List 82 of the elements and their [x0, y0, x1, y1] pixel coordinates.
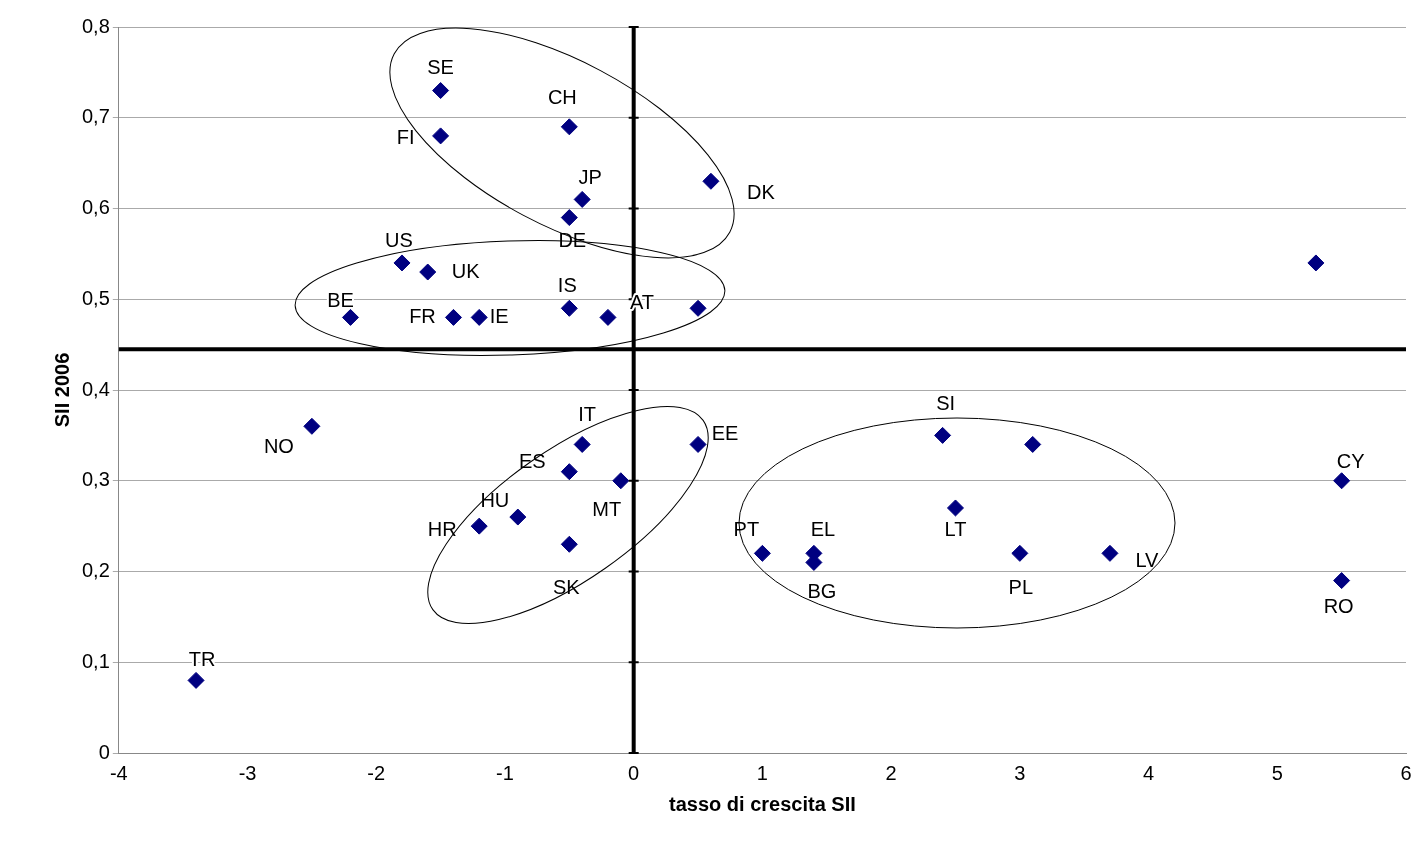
- annotation: NO: [263, 434, 294, 457]
- annotation: SK: [552, 575, 581, 598]
- x-tick-label: 3: [1014, 761, 1026, 784]
- point: [573, 190, 591, 208]
- y-tick-label: 0,2: [81, 559, 110, 582]
- point: [1101, 544, 1119, 562]
- annotation: UK: [451, 259, 481, 282]
- point: [432, 82, 450, 100]
- annotation: IT: [578, 402, 597, 425]
- annotation: LV: [1135, 548, 1160, 571]
- y-tick-label: 0,1: [81, 649, 110, 672]
- point: [1333, 572, 1351, 590]
- point: [946, 499, 964, 517]
- x-tick-label: 6: [1400, 761, 1412, 784]
- annotation: TR: [188, 647, 216, 670]
- y-tick-label: 0,4: [81, 377, 110, 400]
- point: [573, 435, 591, 453]
- point: [509, 508, 527, 526]
- y-tick-label: 0,5: [81, 286, 110, 309]
- point: [470, 517, 488, 535]
- y-tick-label: 0,7: [81, 105, 110, 128]
- x-tick-label: 5: [1271, 761, 1283, 784]
- x-axis-title: tasso di crescita SII: [669, 792, 856, 815]
- point: [560, 209, 578, 227]
- point: [560, 463, 578, 481]
- annotation: HU: [480, 488, 510, 511]
- x-tick-label: -4: [109, 761, 128, 784]
- annotation: SI: [936, 391, 956, 414]
- point: [444, 308, 462, 326]
- x-tick-label: 4: [1143, 761, 1155, 784]
- point: [934, 426, 952, 444]
- y-tick-label: 0,8: [81, 14, 110, 37]
- point: [689, 435, 707, 453]
- annotation: BG: [807, 579, 837, 602]
- annotation: PT: [733, 517, 760, 540]
- annotation: IE: [489, 304, 509, 327]
- point: [1024, 435, 1042, 453]
- point: [393, 254, 411, 272]
- point: [419, 263, 437, 281]
- point: [689, 299, 707, 317]
- point: [187, 671, 205, 689]
- annotation: BE: [327, 288, 354, 311]
- point: [1011, 544, 1029, 562]
- x-tick-label: -3: [238, 761, 257, 784]
- point: [702, 172, 720, 190]
- annotation: CY: [1336, 450, 1365, 473]
- point: [612, 472, 630, 490]
- annotation: FI: [396, 126, 415, 149]
- y-axis-title: SII 2006: [50, 352, 73, 428]
- point: [470, 308, 488, 326]
- y-tick-label: 0: [98, 740, 110, 763]
- x-tick-label: -2: [367, 761, 386, 784]
- point: [560, 118, 578, 136]
- annotation: EL: [810, 517, 836, 540]
- point: [599, 308, 617, 326]
- annotation: DK: [747, 180, 776, 203]
- x-tick-label: -1: [496, 761, 514, 784]
- point: [753, 544, 771, 562]
- point: [432, 127, 450, 145]
- annotation: PL: [1008, 575, 1034, 598]
- point: [1307, 254, 1325, 272]
- x-tick-label: 1: [756, 761, 768, 784]
- point: [560, 299, 578, 317]
- x-tick-label: 0: [628, 761, 640, 784]
- annotation: FR: [409, 304, 436, 327]
- annotation: IS: [557, 273, 577, 296]
- point: [1333, 472, 1351, 490]
- point: [303, 417, 321, 435]
- annotation: US: [385, 229, 413, 252]
- annotation: CH: [547, 86, 577, 109]
- y-tick-label: 0,3: [81, 468, 110, 491]
- annotation: EE: [711, 421, 739, 444]
- annotation: JP: [578, 165, 602, 188]
- annotation: RO: [1323, 595, 1354, 618]
- point: [560, 535, 578, 553]
- point: [342, 308, 359, 326]
- annotation: LT: [944, 518, 967, 541]
- y-tick-label: 0,6: [81, 196, 110, 219]
- annotation: SE: [427, 56, 454, 79]
- annotation: HR: [427, 517, 457, 540]
- annotation: MT: [592, 498, 622, 521]
- x-tick-label: 2: [885, 761, 897, 784]
